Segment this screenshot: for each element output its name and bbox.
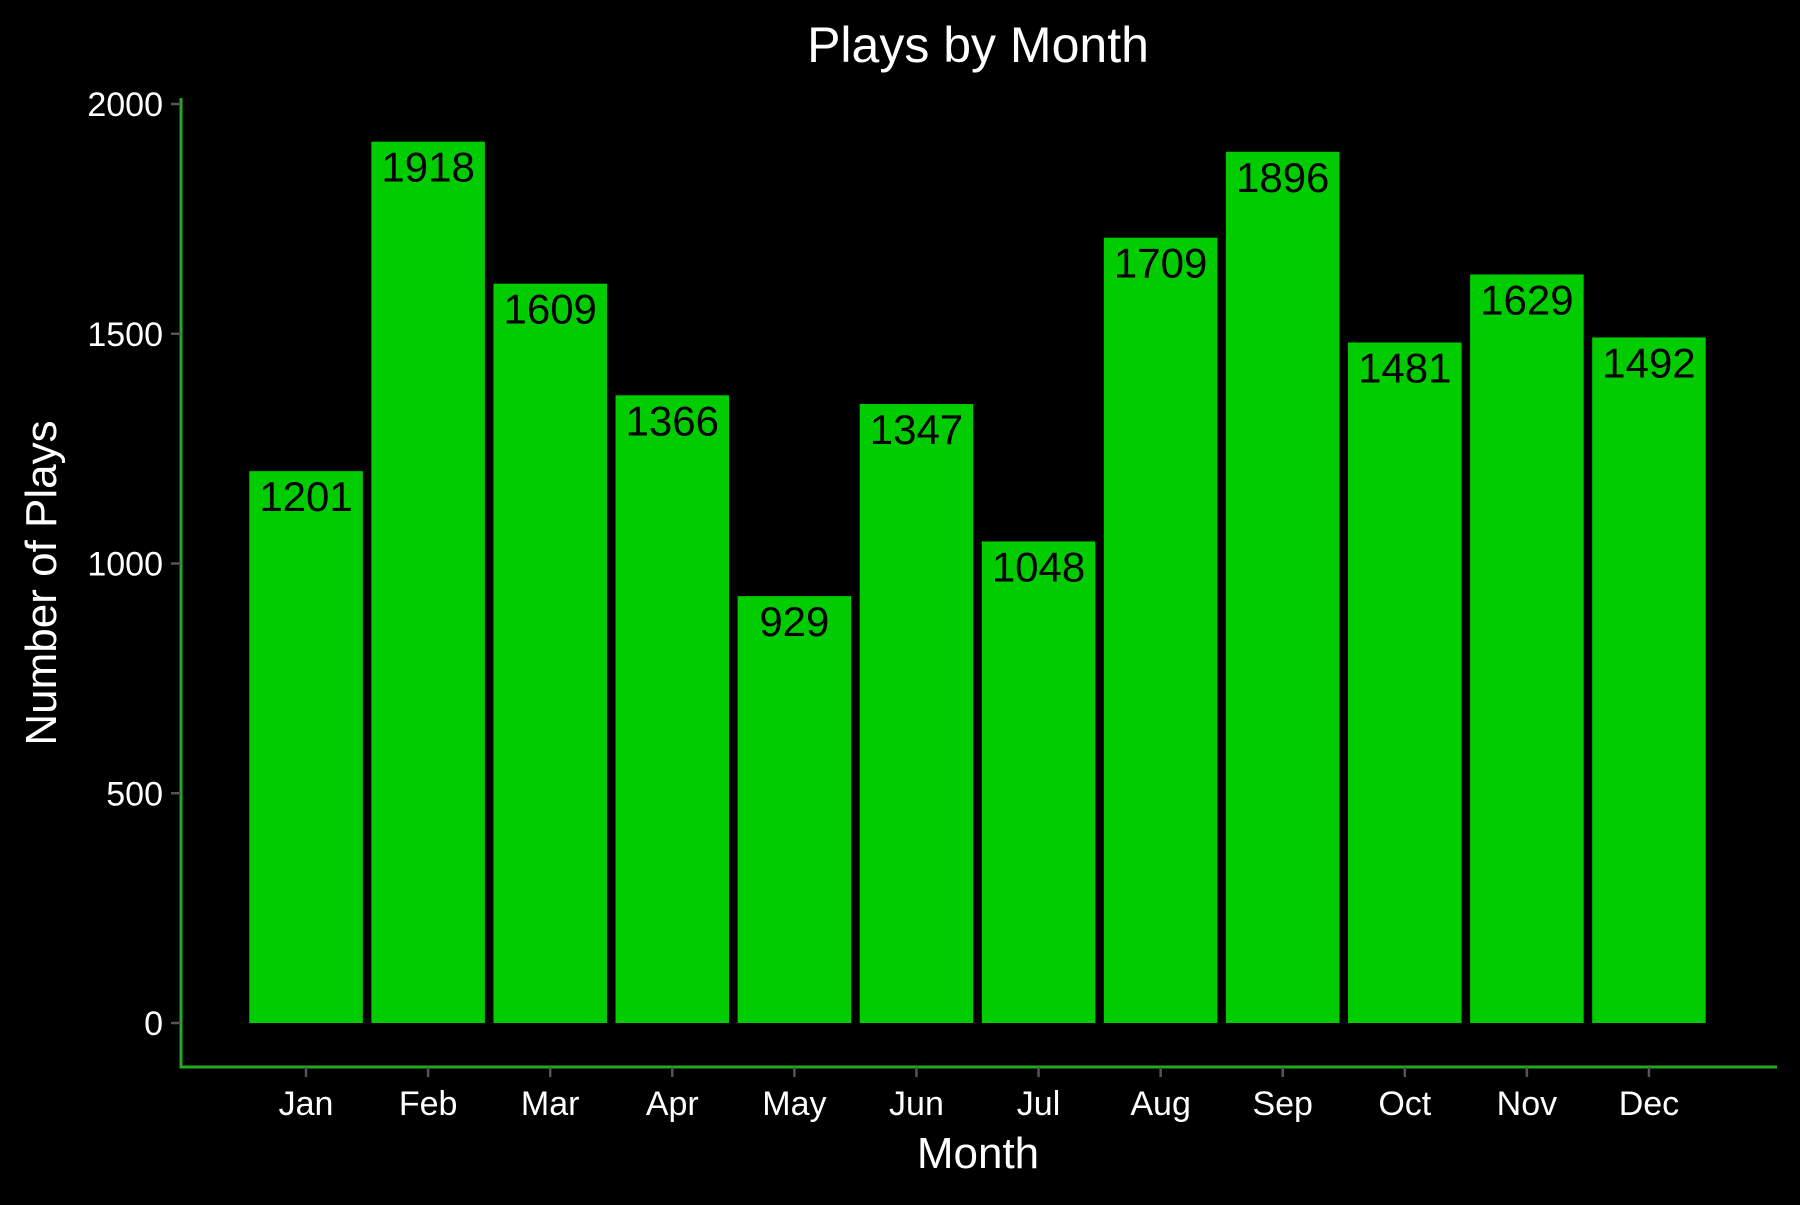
data-label: 1609 (503, 286, 596, 333)
x-axis-title: Month (917, 1129, 1039, 1178)
x-tick-label: Mar (521, 1085, 580, 1123)
data-label: 1201 (259, 473, 352, 520)
data-label: 1048 (992, 543, 1085, 590)
data-label: 1492 (1602, 339, 1695, 386)
x-tick-label: Jul (1017, 1085, 1060, 1123)
data-label: 929 (759, 598, 829, 645)
x-tick-label: May (762, 1085, 826, 1123)
chart-title: Plays by Month (807, 17, 1149, 73)
bar-nov (1470, 274, 1584, 1023)
bar-may (737, 596, 852, 1023)
bar-feb (371, 141, 485, 1023)
y-tick-label: 1500 (87, 316, 163, 354)
data-label: 1709 (1114, 240, 1207, 287)
x-tick-label: Dec (1619, 1085, 1679, 1123)
y-tick-label: 2000 (87, 86, 163, 124)
bar-jan (249, 471, 363, 1023)
x-tick-label: Jun (889, 1085, 944, 1123)
x-tick-label: Feb (399, 1085, 458, 1123)
bar-oct (1348, 342, 1462, 1024)
x-tick-label: Sep (1252, 1085, 1313, 1123)
y-tick-label: 1000 (87, 546, 163, 584)
bar-apr (615, 395, 730, 1023)
bar-jul (981, 541, 1096, 1023)
x-tick-label: Oct (1378, 1085, 1431, 1123)
y-axis-title: Number of Plays (17, 420, 66, 745)
tick-labels: 0 500 1000 1500 2000 Jan Feb Mar Apr May Jun Jul Aug… (87, 86, 1679, 1123)
x-tick-label: Aug (1130, 1085, 1191, 1123)
bar-dec (1592, 337, 1706, 1023)
bar-sep (1225, 151, 1340, 1024)
y-tick-label: 0 (144, 1005, 163, 1043)
data-label: 1347 (870, 406, 963, 453)
bar-jun (859, 404, 974, 1024)
bar-aug (1103, 237, 1218, 1024)
data-labels: 1201 1918 1609 1366 929 1347 1048 1709 1896 1481 1… (259, 144, 1695, 645)
x-tick-label: Nov (1497, 1085, 1557, 1123)
data-label: 1481 (1358, 344, 1451, 391)
axes (179, 98, 1777, 1069)
data-label: 1918 (381, 144, 474, 191)
x-tick-label: Jan (279, 1085, 334, 1123)
bars (249, 141, 1706, 1024)
y-tick-label: 500 (106, 775, 163, 813)
data-label: 1896 (1236, 154, 1329, 201)
data-label: 1366 (626, 397, 719, 444)
data-label: 1629 (1480, 276, 1573, 323)
bar-mar (493, 283, 607, 1023)
x-tick-label: Apr (646, 1085, 699, 1123)
